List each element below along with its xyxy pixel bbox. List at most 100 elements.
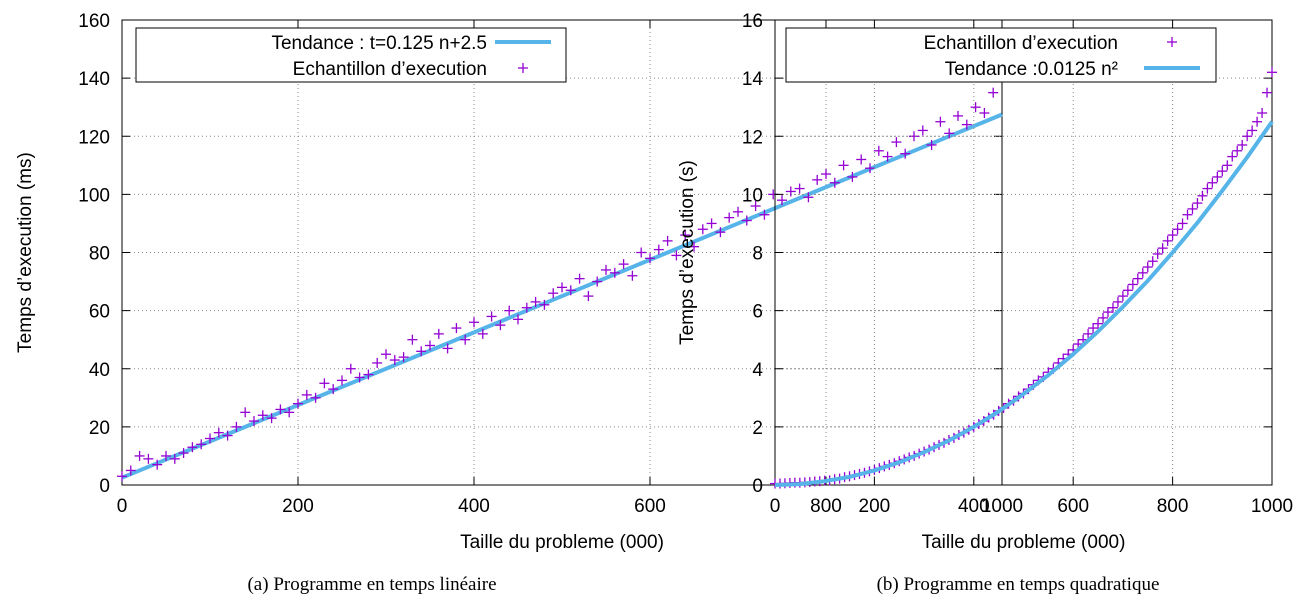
data-point — [988, 87, 999, 98]
grid — [774, 19, 1273, 486]
chart-linear: 0 200 400 600 800 1000020406080100120140160Ta… — [15, 11, 1023, 595]
data-point — [1083, 328, 1094, 339]
data-point — [1257, 108, 1268, 118]
y-tick-label: 10 — [742, 185, 763, 206]
y-tick-label: 60 — [89, 302, 110, 323]
data-point — [715, 227, 726, 238]
data-point — [513, 314, 523, 325]
data-point — [803, 192, 814, 203]
data-point — [601, 264, 611, 275]
y-tick-label: 2 — [752, 418, 763, 439]
legend-label: Echantillon d’execution — [924, 33, 1118, 54]
legend-box — [135, 27, 567, 83]
data-point — [926, 139, 937, 150]
data-point — [873, 145, 884, 156]
data-point — [856, 154, 867, 165]
x-tick-label: 400 — [458, 496, 490, 517]
data-point — [354, 372, 365, 383]
data-point — [741, 215, 752, 226]
data-point — [724, 212, 735, 223]
data-point — [328, 384, 339, 395]
data-point — [1147, 256, 1158, 267]
data-point — [389, 355, 400, 366]
data-point — [1132, 273, 1143, 284]
data-point — [143, 453, 154, 464]
data-point — [1182, 209, 1193, 220]
data-point — [636, 247, 647, 258]
data-point — [1202, 183, 1213, 194]
y-tick-label: 8 — [752, 244, 763, 265]
data-point — [1107, 302, 1118, 313]
data-point — [257, 410, 268, 421]
sample-points — [770, 67, 1277, 489]
data-point — [865, 163, 875, 174]
data-point — [618, 259, 629, 270]
y-tick-label: 120 — [78, 127, 110, 148]
data-point — [953, 110, 963, 121]
x-tick-label: 600 — [634, 496, 666, 517]
data-point — [530, 296, 541, 307]
legend-label: Tendance :0.0125 n² — [945, 59, 1118, 80]
data-point — [310, 392, 321, 403]
y-tick-label: 40 — [89, 360, 110, 381]
y-tick-label: 0 — [99, 476, 110, 497]
data-point — [821, 169, 831, 180]
y-tick-label: 100 — [78, 185, 110, 206]
x-tick-label: 600 — [1057, 496, 1089, 517]
data-point — [495, 320, 506, 331]
data-point — [1098, 312, 1109, 323]
data-point — [592, 276, 603, 287]
data-point — [1093, 318, 1104, 329]
data-point — [812, 174, 823, 185]
data-point — [1177, 218, 1188, 229]
data-point — [539, 299, 550, 310]
y-axis-label: Temps d’execution (ms) — [15, 152, 36, 353]
y-tick-label: 20 — [89, 418, 110, 439]
data-point — [785, 186, 796, 197]
data-point — [442, 343, 453, 354]
data-point — [372, 357, 383, 368]
legend: Echantillon d’execution Tendance :0.0125 … — [785, 27, 1217, 83]
data-point — [1088, 323, 1099, 334]
grid — [121, 19, 1003, 486]
data-point — [363, 369, 374, 380]
data-point — [1197, 190, 1208, 201]
data-point — [213, 427, 224, 438]
legend-label: Tendance : t=0.125 n+2.5 — [271, 33, 487, 54]
data-point — [293, 398, 303, 409]
y-tick-label: 140 — [78, 69, 110, 90]
data-point — [486, 311, 497, 322]
data-point — [1172, 224, 1183, 235]
data-point — [1117, 291, 1128, 302]
y-tick-label: 6 — [752, 302, 763, 323]
data-point — [671, 250, 682, 261]
data-point — [240, 407, 251, 418]
y-tick-label: 80 — [89, 244, 110, 265]
data-point — [891, 137, 902, 148]
x-axis-label: Taille du probleme (000) — [922, 532, 1126, 553]
data-point — [398, 352, 409, 363]
x-axis-label: Taille du probleme (000) — [460, 532, 664, 553]
x-tick-label: 0 — [117, 496, 128, 517]
data-point — [627, 270, 638, 281]
x-tick-label: 800 — [1157, 496, 1189, 517]
data-point — [1267, 67, 1277, 78]
data-point — [1242, 131, 1253, 142]
figure-caption: (b) Programme en temps quadratique — [877, 574, 1160, 595]
data-point — [205, 433, 215, 444]
data-point — [469, 317, 479, 328]
data-point — [1207, 177, 1218, 188]
data-point — [979, 108, 990, 118]
sample-points — [117, 58, 1007, 482]
trend-curve — [774, 120, 1274, 487]
data-point — [935, 116, 946, 127]
data-point — [275, 404, 286, 415]
data-point — [337, 375, 347, 386]
data-point — [609, 267, 620, 278]
data-point — [451, 323, 462, 334]
figure-caption: (a) Programme en temps linéaire — [247, 574, 496, 595]
plot-frame — [774, 19, 1273, 486]
x-tick-label: 200 — [282, 496, 314, 517]
data-point — [548, 288, 559, 299]
